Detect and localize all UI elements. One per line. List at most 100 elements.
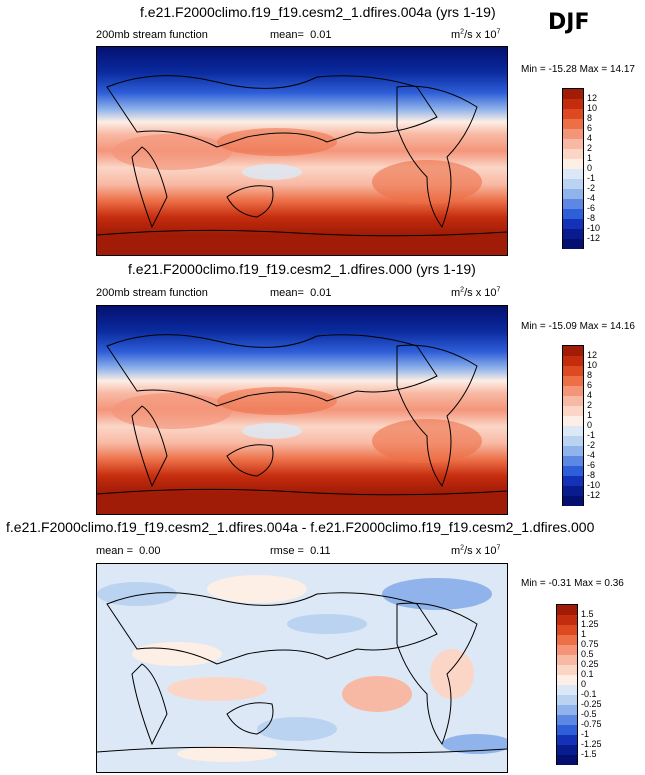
panel-1-cbar-label: 6 — [587, 123, 593, 133]
panel-3-cbar-seg — [556, 604, 578, 615]
panel-3-cbar-label: -1 — [581, 729, 590, 739]
panel-3-cbar-seg — [556, 685, 578, 695]
panel-2-coast-antarctica — [97, 488, 507, 496]
panel-2-cbar-seg — [562, 426, 584, 436]
panel-3-map — [96, 563, 508, 773]
panel-3-cbar-seg — [556, 705, 578, 715]
panel-3-anomaly — [257, 717, 337, 741]
panel-1-cbar-label: 10 — [587, 103, 598, 113]
panel-2-cbar-label: -12 — [587, 490, 601, 500]
panel-2-cbar-label: -6 — [587, 460, 596, 470]
panel-2-cbar-seg — [562, 416, 584, 426]
panel-1-mean: mean= 0.01 — [270, 29, 332, 41]
panel-2-cbar-seg — [562, 496, 584, 506]
panel-1-cbar-label: 12 — [587, 93, 598, 103]
panel-2-cbar-seg — [562, 396, 584, 406]
panel-3-anomaly — [342, 676, 412, 712]
panel-3-coast-africa — [131, 663, 168, 746]
panel-2-cbar-seg — [562, 436, 584, 446]
panel-3-cbar-label: 0.75 — [581, 639, 599, 649]
panel-3-rmse: rmse = 0.11 — [270, 545, 331, 557]
panel-2-cbar-label: -10 — [587, 480, 601, 490]
panel-1-cbar-label: -4 — [587, 193, 596, 203]
panel-2-cbar-label: 10 — [587, 360, 598, 370]
panel-1-cbar-seg — [562, 119, 584, 129]
panel-3-minmax: Min = -0.31 Max = 0.36 — [521, 578, 624, 589]
panel-2-map — [96, 305, 508, 515]
panel-3-anomaly — [382, 578, 492, 610]
panel-1-cbar-seg — [562, 169, 584, 179]
panel-3-anomaly — [177, 746, 277, 762]
panel-3-anomaly — [132, 642, 222, 666]
panel-1-coast-australia — [226, 185, 274, 218]
panel-1-cbar-seg — [562, 139, 584, 149]
panel-1-anomaly-asia — [217, 128, 337, 156]
panel-2-cbar-seg — [562, 476, 584, 486]
panel-2-cbar-label: -4 — [587, 450, 596, 460]
panel-2-cbar-seg — [562, 466, 584, 476]
panel-1-mean-label: mean= — [270, 29, 304, 41]
panel-3-anomaly — [97, 582, 177, 606]
panel-3-anomaly — [207, 575, 307, 603]
panel-1-cbar-seg — [562, 209, 584, 219]
panel-2-mean-value: 0.01 — [310, 287, 332, 299]
panel-3-cbar-seg — [556, 615, 578, 625]
panel-3-cbar-label: -0.1 — [581, 689, 597, 699]
panel-3-cbar-label: 0.1 — [581, 669, 594, 679]
panel-1-cbar-seg — [562, 88, 584, 99]
panel-3-cbar-label: -0.25 — [581, 699, 602, 709]
panel-1-coast-africa — [131, 146, 168, 229]
panel-2-anomaly-africa — [112, 393, 232, 429]
panel-2-cbar-seg — [562, 446, 584, 456]
panel-3-mean-value: 0.00 — [139, 545, 161, 557]
panel-1-title: f.e21.F2000climo.f19_f19.cesm2_1.dfires.… — [140, 4, 496, 20]
panel-1-map — [96, 46, 508, 256]
panel-3-cbar-seg — [556, 745, 578, 755]
panel-2-anomaly-indo — [242, 423, 302, 439]
panel-1-cbar-label: 1 — [587, 153, 593, 163]
panel-1-cbar-seg — [562, 199, 584, 209]
panel-1-coast-americas — [396, 85, 478, 229]
panel-3-rmse-label: rmse = — [270, 545, 304, 557]
panel-3-title: f.e21.F2000climo.f19_f19.cesm2_1.dfires.… — [6, 519, 595, 535]
panel-1-cbar-label: 2 — [587, 143, 593, 153]
panel-1-cbar-seg — [562, 189, 584, 199]
panel-1-cbar-seg — [562, 229, 584, 239]
panel-2-cbar-seg — [562, 366, 584, 376]
panel-3-cbar-label: -0.75 — [581, 719, 602, 729]
panel-1-cbar-seg — [562, 149, 584, 159]
panel-3-cbar-seg — [556, 635, 578, 645]
panel-1-variable: 200mb stream function — [96, 29, 208, 41]
panel-1-cbar-seg — [562, 99, 584, 109]
panel-2-cbar-label: 6 — [587, 380, 593, 390]
panel-1-cbar-seg — [562, 129, 584, 139]
panel-2-cbar-seg — [562, 406, 584, 416]
panel-3-cbar-seg — [556, 725, 578, 735]
panel-3-anomaly — [430, 649, 474, 699]
panel-3-cbar-seg — [556, 625, 578, 635]
panel-2-cbar-seg — [562, 386, 584, 396]
panel-3-cbar-label: -0.5 — [581, 709, 597, 719]
panel-2-cbar-label: 0 — [587, 420, 593, 430]
panel-2-cbar-seg — [562, 486, 584, 496]
panel-3-anomaly — [442, 734, 507, 754]
panel-3-cbar-label: 0.25 — [581, 659, 599, 669]
panel-1-coast-antarctica — [97, 229, 507, 237]
panel-1-cbar-seg — [562, 109, 584, 119]
panel-1-units: m2/s x 107 — [451, 28, 501, 41]
panel-2-coast-australia — [226, 444, 274, 477]
panel-3-cbar-label: 0 — [581, 679, 587, 689]
panel-3-coast-eurasia — [106, 592, 438, 665]
panel-3-cbar-seg — [556, 735, 578, 745]
panel-1-mean-value: 0.01 — [310, 29, 332, 41]
panel-1-cbar-seg — [562, 159, 584, 169]
panel-2-cbar-seg — [562, 456, 584, 466]
panel-2-cbar-label: 1 — [587, 410, 593, 420]
panel-1-cbar-seg — [562, 239, 584, 249]
panel-3-cbar-seg — [556, 755, 578, 765]
panel-3-anomaly — [287, 614, 367, 634]
panel-3-cbar-label: 1.5 — [581, 609, 594, 619]
panel-1-cbar-label: -2 — [587, 183, 596, 193]
panel-2-mean-label: mean= — [270, 287, 304, 299]
panel-2-title: f.e21.F2000climo.f19_f19.cesm2_1.dfires.… — [128, 261, 476, 277]
